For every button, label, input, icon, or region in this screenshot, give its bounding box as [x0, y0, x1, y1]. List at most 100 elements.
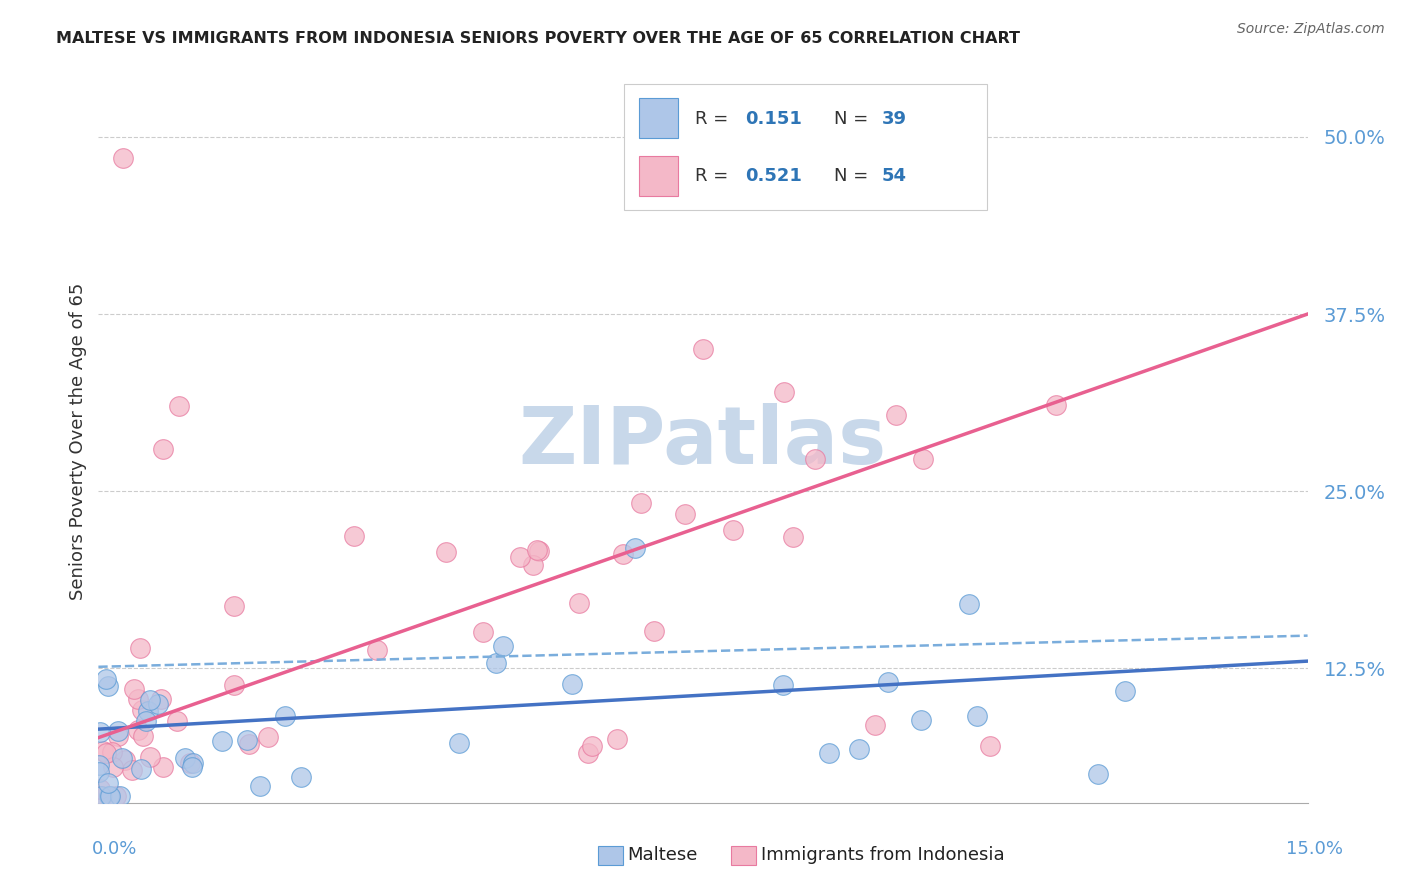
- Point: [181, 756, 204, 771]
- Point: [139, 692, 162, 706]
- Point: [108, 789, 131, 803]
- Text: ZIPatlas: ZIPatlas: [519, 402, 887, 481]
- Point: [863, 718, 886, 732]
- Point: [692, 343, 714, 357]
- Point: [166, 714, 188, 728]
- Point: [256, 730, 278, 744]
- Point: [131, 703, 153, 717]
- Point: [91, 744, 114, 758]
- Point: [238, 737, 260, 751]
- Point: [290, 770, 312, 784]
- Point: [129, 762, 152, 776]
- Point: [127, 692, 149, 706]
- Point: [129, 641, 152, 656]
- Text: R =: R =: [695, 168, 734, 186]
- Point: [180, 760, 202, 774]
- Point: [561, 677, 583, 691]
- Point: [179, 756, 201, 771]
- Point: [211, 733, 233, 747]
- Point: [96, 746, 118, 760]
- Text: R =: R =: [695, 110, 734, 128]
- Point: [174, 751, 197, 765]
- Bar: [638, 98, 678, 138]
- Point: [772, 678, 794, 692]
- Point: [111, 151, 134, 165]
- Bar: [624, 84, 987, 211]
- Y-axis label: Seniors Poverty Over the Age of 65: Seniors Poverty Over the Age of 65: [69, 283, 87, 600]
- Point: [979, 739, 1001, 753]
- Point: [576, 746, 599, 760]
- Point: [152, 760, 174, 774]
- Point: [127, 723, 149, 738]
- Point: [434, 544, 457, 558]
- Text: Source: ZipAtlas.com: Source: ZipAtlas.com: [1237, 22, 1385, 37]
- Point: [449, 736, 471, 750]
- Point: [817, 746, 839, 760]
- Point: [643, 624, 665, 639]
- Point: [485, 656, 508, 670]
- Point: [612, 548, 634, 562]
- Point: [673, 507, 696, 521]
- Point: [107, 723, 129, 738]
- Point: [957, 598, 980, 612]
- Text: Maltese: Maltese: [627, 846, 697, 863]
- Point: [249, 779, 271, 793]
- Point: [624, 541, 647, 555]
- Point: [105, 789, 128, 803]
- Point: [910, 713, 932, 727]
- Point: [848, 742, 870, 756]
- Point: [89, 725, 111, 739]
- Point: [630, 496, 652, 510]
- Point: [103, 760, 125, 774]
- Point: [91, 789, 114, 803]
- Point: [529, 543, 551, 558]
- Point: [89, 758, 111, 772]
- Point: [526, 543, 548, 558]
- Point: [122, 681, 145, 696]
- Point: [101, 745, 124, 759]
- Point: [135, 714, 157, 729]
- Point: [581, 739, 603, 753]
- Text: N =: N =: [834, 168, 873, 186]
- Bar: [638, 156, 678, 196]
- Point: [606, 732, 628, 747]
- Text: 0.521: 0.521: [745, 168, 803, 186]
- Point: [87, 764, 110, 779]
- Text: 54: 54: [882, 168, 907, 186]
- Point: [492, 639, 515, 653]
- Point: [509, 549, 531, 564]
- Text: MALTESE VS IMMIGRANTS FROM INDONESIA SENIORS POVERTY OVER THE AGE OF 65 CORRELAT: MALTESE VS IMMIGRANTS FROM INDONESIA SEN…: [56, 31, 1021, 46]
- Point: [222, 599, 245, 613]
- Point: [366, 642, 388, 657]
- Point: [152, 442, 174, 456]
- Point: [97, 679, 120, 693]
- Point: [273, 708, 295, 723]
- Point: [877, 675, 900, 690]
- Text: 0.0%: 0.0%: [91, 840, 136, 858]
- Point: [1045, 398, 1067, 412]
- Point: [1114, 683, 1136, 698]
- Point: [97, 776, 120, 790]
- Text: Immigrants from Indonesia: Immigrants from Indonesia: [761, 846, 1004, 863]
- Point: [121, 763, 143, 777]
- Point: [107, 729, 129, 743]
- Point: [132, 729, 155, 743]
- Point: [782, 530, 804, 544]
- Point: [114, 753, 136, 767]
- Point: [1087, 767, 1109, 781]
- Point: [222, 678, 245, 692]
- Point: [236, 732, 259, 747]
- Point: [167, 399, 190, 413]
- Point: [471, 625, 494, 640]
- Point: [804, 452, 827, 467]
- Point: [772, 384, 794, 399]
- Point: [911, 451, 934, 466]
- Text: 0.151: 0.151: [745, 110, 803, 128]
- Point: [98, 789, 121, 803]
- Point: [567, 596, 589, 610]
- Point: [136, 704, 159, 718]
- Text: 15.0%: 15.0%: [1285, 840, 1343, 858]
- Point: [148, 697, 170, 711]
- Point: [342, 529, 364, 543]
- Point: [721, 523, 744, 537]
